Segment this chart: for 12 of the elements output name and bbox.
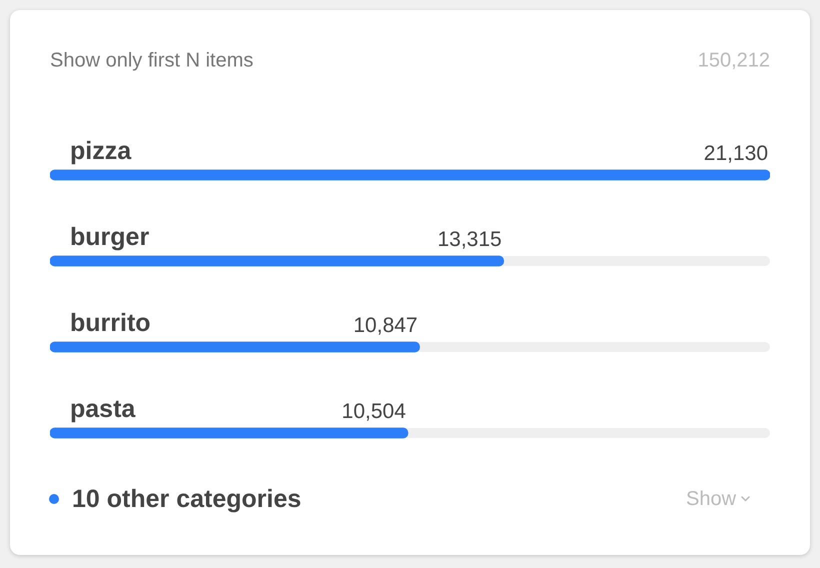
text: 150,212 <box>698 50 770 72</box>
text: 10 other categories <box>72 484 302 514</box>
text: Show <box>686 488 736 510</box>
data-label: 10,504 <box>342 400 406 423</box>
y-tick-label: pizza <box>70 136 132 165</box>
y-tick-label: pasta <box>70 394 136 423</box>
data-label: 10,847 <box>353 314 418 337</box>
data-label: 13,315 <box>437 228 502 251</box>
y-tick-label: burrito <box>70 308 151 337</box>
chart-title: Show only first N items <box>50 50 254 72</box>
y-tick-label: burger <box>70 222 150 251</box>
data-label: 21,130 <box>704 142 768 165</box>
